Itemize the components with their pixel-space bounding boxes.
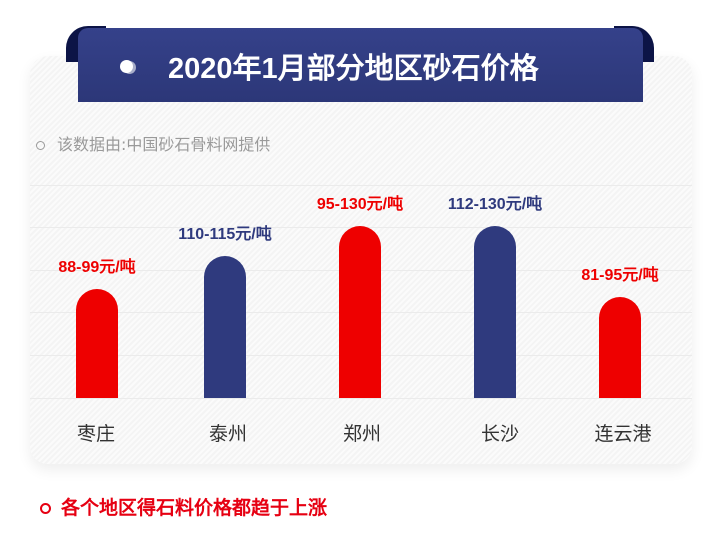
footer-note-text: 各个地区得石料价格都趋于上涨 (61, 497, 328, 519)
circle-bullet-icon (36, 141, 45, 150)
category-label: 连云港 (594, 423, 652, 445)
data-label: 95-130元/吨 (316, 196, 404, 213)
circle-bullet-icon (40, 503, 51, 514)
category-label: 郑州 (342, 423, 382, 445)
bar-4 (599, 296, 641, 398)
footer-note: 各个地区得石料价格都趋于上涨 (40, 493, 327, 520)
title-banner: 2020年1月部分地区砂石价格 (78, 28, 643, 102)
bar-1 (204, 256, 246, 398)
category-label: 长沙 (480, 423, 520, 445)
chart-title: 2020年1月部分地区砂石价格 (168, 53, 539, 85)
gridline (30, 398, 692, 399)
bullet-icon (120, 60, 133, 73)
gridline (30, 185, 692, 186)
bar-3 (474, 226, 516, 398)
category-label: 泰州 (208, 423, 248, 445)
bar-2 (339, 226, 381, 398)
source-note: 该数据由:中国砂石骨料网提供 (36, 131, 270, 155)
source-note-text: 该数据由:中国砂石骨料网提供 (57, 135, 271, 154)
data-label: 81-95元/吨 (581, 266, 659, 284)
data-label: 112-130元/吨 (447, 196, 543, 213)
category-label: 枣庄 (76, 423, 116, 445)
data-label: 110-115元/吨 (178, 226, 272, 244)
bar-0 (76, 288, 118, 398)
data-label: 88-99元/吨 (58, 258, 136, 276)
